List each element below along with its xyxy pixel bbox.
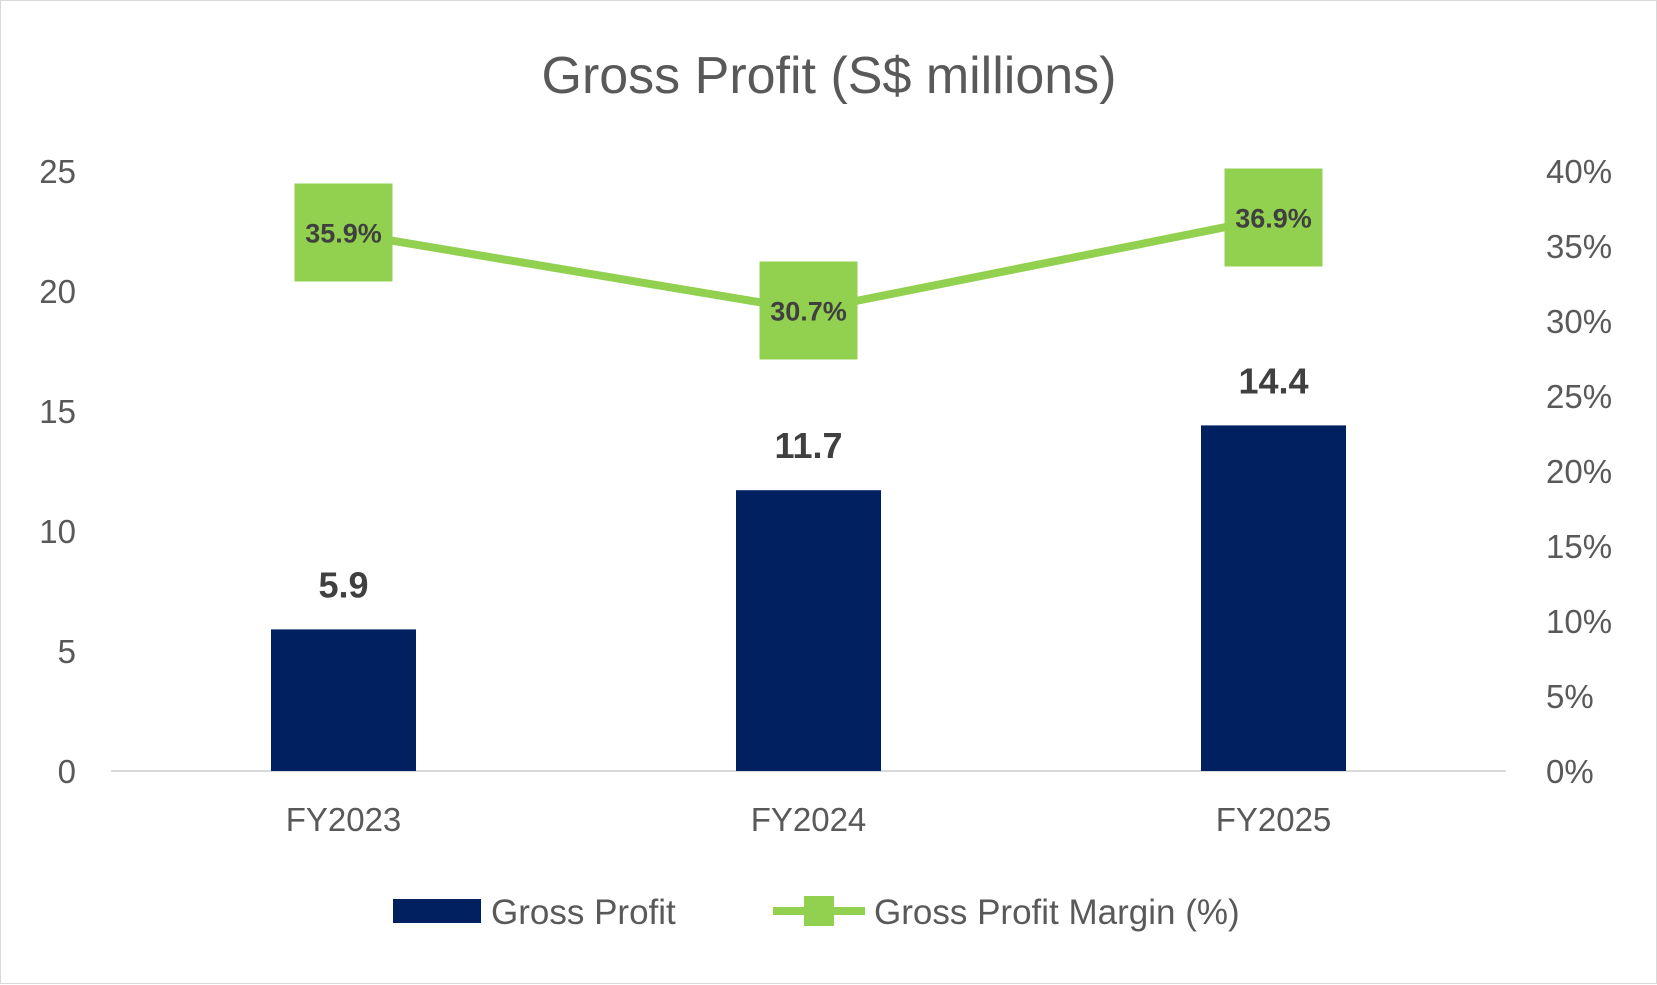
legend-label-gross-profit-margin: Gross Profit Margin (%): [874, 893, 1240, 932]
y-right-tick-label: 15%: [1546, 528, 1612, 565]
margin-data-label: 35.9%: [305, 219, 382, 249]
y-left-tick-label: 25: [39, 153, 76, 190]
chart-title: Gross Profit (S$ millions): [542, 47, 1117, 105]
x-tick-label: FY2024: [751, 801, 867, 838]
y-right-tick-label: 35%: [1546, 228, 1612, 265]
y-left-tick-label: 10: [39, 513, 76, 550]
y-right-tick-label: 40%: [1546, 153, 1612, 190]
x-tick-label: FY2025: [1216, 801, 1332, 838]
legend-label-gross-profit: Gross Profit: [491, 893, 676, 932]
margin-marker-fy2025: [1224, 168, 1323, 267]
y-left-tick-label: 0: [58, 753, 76, 790]
y-right-tick-label: 0%: [1546, 753, 1594, 790]
bar-data-label: 5.9: [318, 564, 368, 605]
margin-data-label: 36.9%: [1235, 204, 1312, 234]
bar-data-labels: 5.9 11.7 14.4: [318, 360, 1308, 605]
y-left-tick-label: 5: [58, 633, 76, 670]
y-right-tick-label: 25%: [1546, 378, 1612, 415]
bar-fy2024: [736, 490, 881, 771]
y-right-tick-label: 20%: [1546, 453, 1612, 490]
y-axis-right: 0% 5% 10% 15% 20% 25% 30% 35% 40%: [1546, 153, 1612, 790]
x-tick-label: FY2023: [286, 801, 402, 838]
bar-fy2023: [271, 629, 416, 771]
legend-marker-gross-profit-margin: [804, 896, 834, 926]
y-right-tick-label: 5%: [1546, 678, 1594, 715]
x-axis-labels: FY2023 FY2024 FY2025: [286, 801, 1332, 838]
bar-data-label: 14.4: [1238, 360, 1308, 401]
legend-swatch-gross-profit: [393, 899, 481, 923]
y-left-tick-label: 20: [39, 273, 76, 310]
bar-fy2025: [1201, 425, 1346, 771]
y-right-tick-label: 30%: [1546, 303, 1612, 340]
line-series-gross-profit-margin: 35.9% 30.7% 36.9%: [294, 168, 1323, 360]
bar-data-label: 11.7: [774, 425, 842, 466]
y-left-tick-label: 15: [39, 393, 76, 430]
margin-marker-fy2023: [294, 183, 393, 282]
y-axis-left: 0 5 10 15 20 25: [39, 153, 76, 790]
y-right-tick-label: 10%: [1546, 603, 1612, 640]
bar-series-gross-profit: [271, 425, 1346, 771]
legend: Gross Profit Gross Profit Margin (%): [393, 893, 1240, 932]
margin-data-label: 30.7%: [770, 297, 847, 327]
margin-marker-fy2024: [759, 261, 858, 360]
